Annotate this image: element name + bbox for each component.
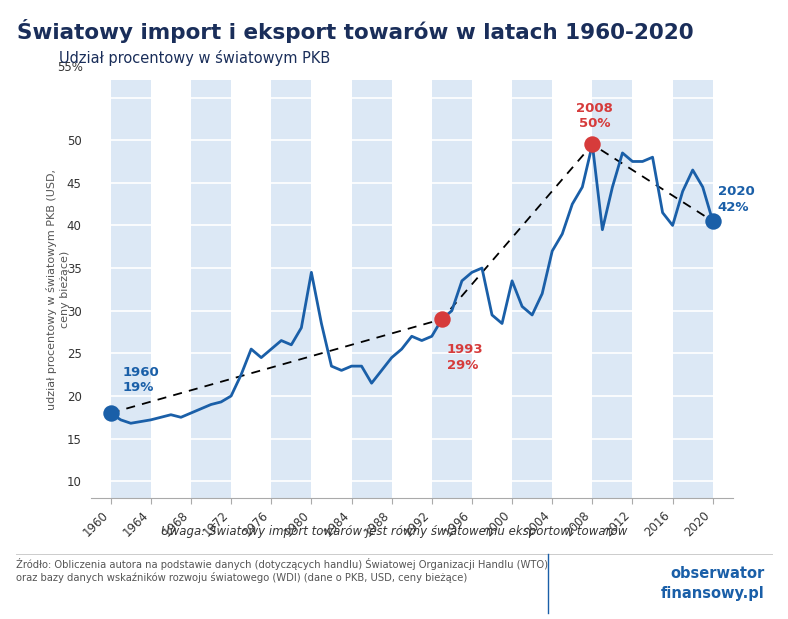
Text: 55%: 55% [57,61,83,74]
Text: 42%: 42% [718,201,749,214]
Text: 2020: 2020 [718,185,755,198]
Text: obserwator
finansowy.pl: obserwator finansowy.pl [660,566,764,601]
Text: 2008: 2008 [576,102,613,115]
Bar [191,80,231,498]
Text: Udział procentowy w światowym PKB: Udział procentowy w światowym PKB [59,50,330,66]
Y-axis label: udział procentowy w światowym PKB (USD,
ceny bieżące): udział procentowy w światowym PKB (USD, … [46,169,70,410]
Bar [512,80,552,498]
Point [104,408,117,418]
Text: Źródło: Obliczenia autora na podstawie danych (dotyczących handlu) Światowej Org: Źródło: Obliczenia autora na podstawie d… [16,558,548,583]
Text: Uwaga: Światowy import towarów jest równy światowemu eksportowi towarów: Uwaga: Światowy import towarów jest równ… [161,523,627,538]
Bar [593,80,633,498]
Bar [673,80,713,498]
Bar [271,80,311,498]
Point [707,216,719,226]
Text: 19%: 19% [123,381,154,394]
Text: 50%: 50% [578,117,610,130]
Text: 1993: 1993 [447,343,484,356]
Text: Światowy import i eksport towarów w latach 1960-2020: Światowy import i eksport towarów w lata… [17,19,694,43]
Text: 29%: 29% [447,359,478,372]
Text: 1960: 1960 [123,366,159,379]
Point [436,314,448,324]
Bar [351,80,392,498]
Point [586,139,599,149]
Bar [432,80,472,498]
Bar [110,80,151,498]
